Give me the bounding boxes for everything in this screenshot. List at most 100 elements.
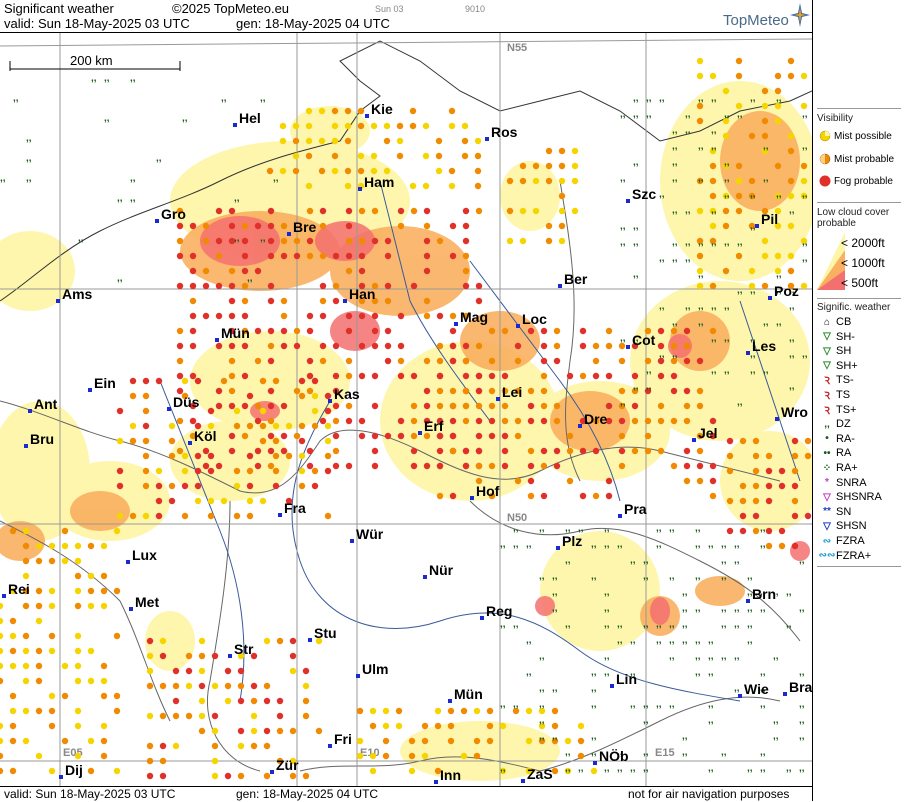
mist-probable-icon <box>726 467 734 475</box>
drizzle-icon: ,, <box>633 109 639 120</box>
fog-probable-icon <box>436 417 444 425</box>
fog-probable-icon <box>765 482 773 490</box>
fog-probable-icon <box>116 467 124 475</box>
mist-possible-icon <box>113 527 121 535</box>
weather-map[interactable]: N55 N50 E05 E10 E15 200 km ,,,,,,,,,,,,,… <box>0 32 812 787</box>
mist-possible-icon <box>198 637 206 645</box>
fog-probable-icon <box>155 377 163 385</box>
drizzle-icon: ,, <box>698 301 704 312</box>
drizzle-icon: ,, <box>711 333 717 344</box>
mist-probable-icon <box>298 482 306 490</box>
mist-possible-icon <box>237 742 245 750</box>
mist-probable-icon <box>722 222 730 230</box>
fog-probable-icon <box>791 512 799 520</box>
city-marker-icon <box>129 607 133 611</box>
mist-probable-icon <box>735 192 743 200</box>
mist-probable-icon <box>305 152 313 160</box>
mist-probable-icon <box>735 57 743 65</box>
mist-possible-icon <box>155 467 163 475</box>
valid-time: valid: Sun 18-May-2025 03 UTC <box>4 16 190 31</box>
legend-item-ts-plus: Ꝛ TS+ <box>821 404 856 417</box>
mist-probable-icon <box>74 602 82 610</box>
fog-probable-icon <box>276 712 284 720</box>
logo-text: TopMeteo <box>723 12 789 29</box>
gen-time: gen: 18-May-2025 04 UTC <box>236 16 390 31</box>
fog-probable-icon <box>155 512 163 520</box>
mist-probable-icon <box>280 222 288 230</box>
mist-probable-icon <box>436 237 444 245</box>
mist-probable-icon <box>435 137 443 145</box>
fog-probable-icon <box>332 432 340 440</box>
fog-probable-icon <box>579 417 587 425</box>
mist-probable-icon <box>670 357 678 365</box>
fog-probable-icon <box>228 432 236 440</box>
mist-possible-icon <box>292 152 300 160</box>
fog-probable-icon <box>319 207 327 215</box>
mist-probable-icon <box>172 712 180 720</box>
mist-possible-icon <box>87 677 95 685</box>
mist-possible-icon <box>113 767 121 775</box>
fog-probable-icon <box>605 492 613 500</box>
mist-possible-icon <box>259 407 267 415</box>
mist-possible-icon <box>532 207 540 215</box>
mist-probable-icon <box>473 752 481 760</box>
fog-probable-icon <box>683 462 691 470</box>
fog-probable-icon <box>207 452 215 460</box>
drizzle-icon: ,, <box>604 587 610 598</box>
mist-possible-icon <box>787 222 795 230</box>
fog-probable-icon <box>384 327 392 335</box>
shower-heavy-icon: ▽ <box>823 360 831 372</box>
drizzle-icon: ,, <box>643 555 649 566</box>
fog-probable-icon <box>397 342 405 350</box>
mist-probable-icon <box>774 87 782 95</box>
mist-possible-icon <box>48 542 56 550</box>
city-cot: Cot <box>626 332 656 349</box>
mist-probable-icon <box>324 512 332 520</box>
drizzle-icon: ,, <box>799 715 805 726</box>
drizzle-icon: ,, <box>630 667 636 678</box>
mist-possible-icon <box>722 192 730 200</box>
mist-probable-icon <box>276 727 284 735</box>
mist-probable-icon <box>280 237 288 245</box>
mist-probable-icon <box>319 252 327 260</box>
drizzle-icon: ,, <box>669 651 675 662</box>
drizzle-icon: ,, <box>760 667 766 678</box>
drizzle-icon: ,, <box>711 141 717 152</box>
legend-item-sh: ▽ SH <box>821 345 851 357</box>
fog-probable-icon <box>778 467 786 475</box>
city-label: Rei <box>8 581 30 597</box>
fog-probable-icon <box>475 432 483 440</box>
city-nür: Nür <box>423 562 454 579</box>
mist-probable-icon <box>722 207 730 215</box>
fog-probable-icon <box>358 252 366 260</box>
mist-probable-icon <box>176 237 184 245</box>
drizzle-icon: ,, <box>247 273 253 284</box>
mist-possible-icon <box>87 572 95 580</box>
mist-possible-icon <box>233 407 241 415</box>
fog-probable-icon <box>228 402 236 410</box>
drizzle-icon: ,, <box>711 365 717 376</box>
mist-possible-icon <box>87 602 95 610</box>
city-label: Wür <box>356 526 384 542</box>
legend-item-snra: * SNRA <box>821 477 867 489</box>
mist-possible-icon <box>305 182 313 190</box>
mist-possible-icon <box>395 722 403 730</box>
mist-probable-icon <box>142 407 150 415</box>
city-marker-icon <box>215 338 219 342</box>
drizzle-icon: ,, <box>669 571 675 582</box>
drizzle-icon: ,, <box>633 381 639 392</box>
mist-probable-icon <box>142 437 150 445</box>
drizzle-icon: ,, <box>724 157 730 168</box>
mist-probable-icon <box>87 542 95 550</box>
legend-item-label: SH <box>836 345 852 358</box>
mist-probable-icon <box>739 497 747 505</box>
mist-possible-icon <box>499 722 507 730</box>
fog-probable-icon <box>189 252 197 260</box>
drizzle-icon: ,, <box>620 397 626 408</box>
mist-probable-icon <box>35 707 43 715</box>
fog-probable-icon <box>566 372 574 380</box>
city-ein: Ein <box>88 375 116 392</box>
mist-probable-icon <box>527 387 535 395</box>
mist-possible-icon <box>302 682 310 690</box>
city-label: Hel <box>239 110 261 126</box>
